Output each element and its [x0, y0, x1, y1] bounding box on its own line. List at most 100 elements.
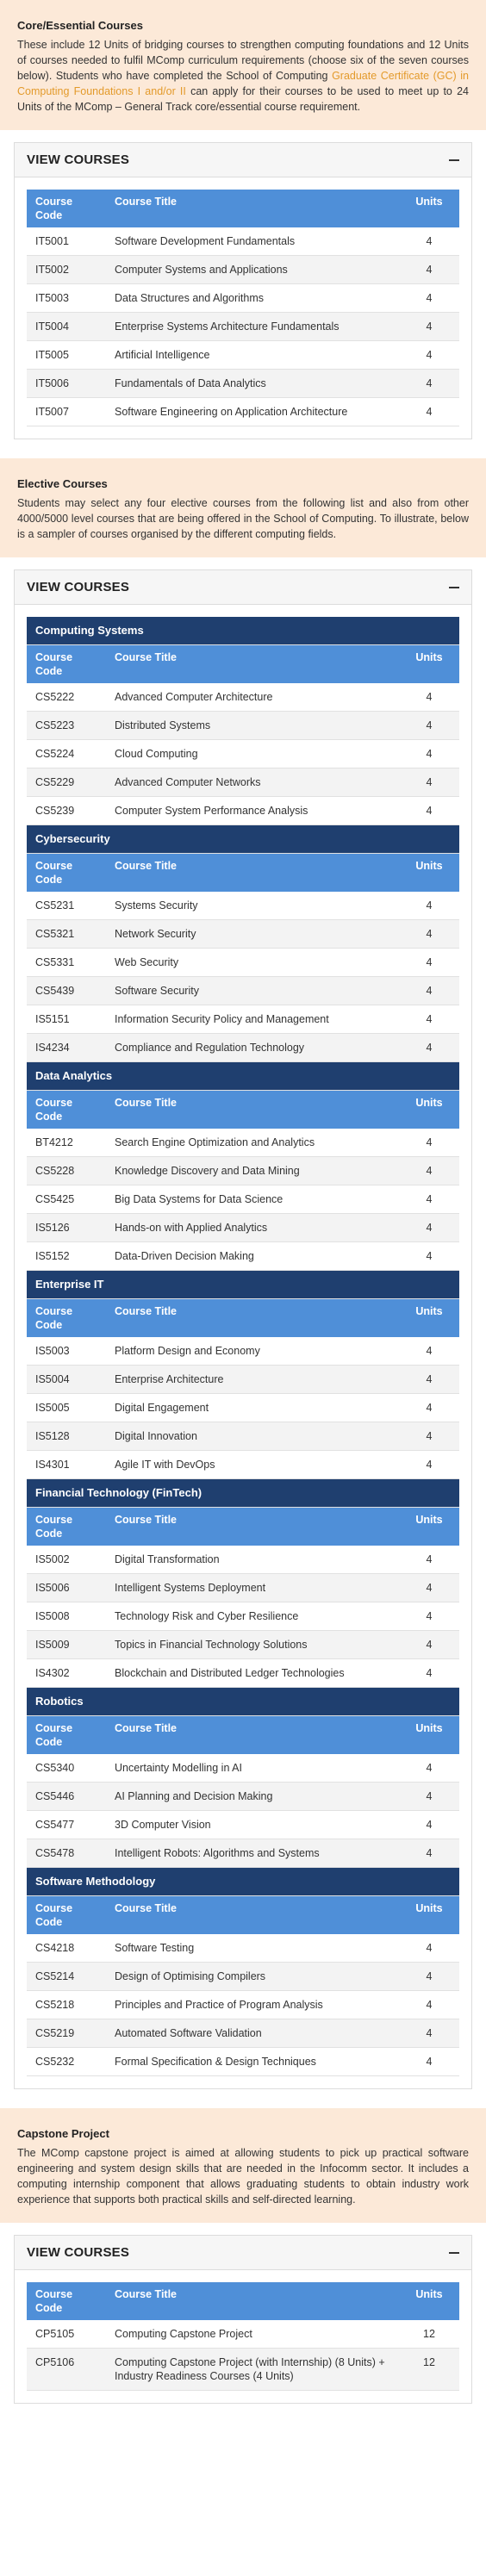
course-units: 4 — [399, 2019, 459, 2048]
course-units: 4 — [399, 1129, 459, 1157]
course-code: IS5128 — [27, 1422, 106, 1451]
course-title: Network Security — [106, 919, 399, 949]
table-row: CS5222 Advanced Computer Architecture 4 — [27, 683, 459, 712]
course-title: Information Security Policy and Manageme… — [106, 1005, 399, 1034]
table-row: CS5425 Big Data Systems for Data Science 4 — [27, 1185, 459, 1214]
course-code: BT4212 — [27, 1129, 106, 1157]
group-row: Cybersecurity — [27, 824, 459, 854]
capstone-accordion-header[interactable]: VIEW COURSES — [15, 2236, 471, 2270]
group-heading: Financial Technology (FinTech) — [27, 1478, 459, 1508]
course-code: IS5002 — [27, 1546, 106, 1574]
course-units: 4 — [399, 892, 459, 920]
course-units: 4 — [399, 796, 459, 825]
course-title: Formal Specification & Design Techniques — [106, 2047, 399, 2076]
course-units: 4 — [399, 369, 459, 398]
table-row: CS5232 Formal Specification & Design Tech… — [27, 2047, 459, 2076]
col-units: Units — [399, 2282, 459, 2320]
course-code: IS5006 — [27, 1573, 106, 1602]
course-code: IS4301 — [27, 1450, 106, 1479]
course-code: IT5004 — [27, 312, 106, 341]
course-units: 4 — [399, 1754, 459, 1783]
course-code: CS5232 — [27, 2047, 106, 2076]
table-row: IS5005 Digital Engagement 4 — [27, 1393, 459, 1422]
course-code: CS5224 — [27, 739, 106, 768]
header-row: Course Code Course Title Units — [27, 1715, 459, 1754]
course-title: Enterprise Systems Architecture Fundamen… — [106, 312, 399, 341]
header-row: Course Code Course Title Units — [27, 1507, 459, 1546]
course-units: 4 — [399, 283, 459, 313]
minus-icon[interactable] — [449, 159, 459, 161]
course-units: 4 — [399, 739, 459, 768]
course-title: Computing Capstone Project — [106, 2320, 399, 2349]
table-row: CS5331 Web Security 4 — [27, 948, 459, 977]
col-course-code: Course Code — [27, 1298, 106, 1337]
table-row: CS5478 Intelligent Robots: Algorithms and… — [27, 1839, 459, 1868]
course-code: CS5228 — [27, 1156, 106, 1185]
table-row: IT5003 Data Structures and Algorithms 4 — [27, 283, 459, 313]
course-code: CS5478 — [27, 1839, 106, 1868]
course-title: Systems Security — [106, 892, 399, 920]
course-code: IS5005 — [27, 1393, 106, 1422]
col-course-title: Course Title — [106, 1298, 399, 1337]
course-units: 4 — [399, 1365, 459, 1394]
core-accordion-header[interactable]: VIEW COURSES — [15, 143, 471, 177]
elective-courses-table: Computing Systems Course Code Course Title… — [27, 617, 459, 2076]
course-code: CS5340 — [27, 1754, 106, 1783]
course-code: CS5425 — [27, 1185, 106, 1214]
course-title: Fundamentals of Data Analytics — [106, 369, 399, 398]
course-code: CS5477 — [27, 1810, 106, 1839]
elective-accordion: VIEW COURSES Computing Systems Course Cod… — [14, 569, 472, 2089]
table-row: CS5477 3D Computer Vision 4 — [27, 1810, 459, 1839]
course-units: 4 — [399, 1839, 459, 1868]
group-row: Software Methodology — [27, 1867, 459, 1896]
course-title: Digital Innovation — [106, 1422, 399, 1451]
course-code: IS4302 — [27, 1658, 106, 1688]
group-row: Computing Systems — [27, 617, 459, 645]
elective-accordion-header[interactable]: VIEW COURSES — [15, 570, 471, 605]
minus-icon[interactable] — [449, 586, 459, 588]
course-units: 4 — [399, 1810, 459, 1839]
course-units: 4 — [399, 1962, 459, 1991]
table-row: IS5152 Data-Driven Decision Making 4 — [27, 1241, 459, 1271]
course-title: Software Security — [106, 976, 399, 1005]
course-units: 4 — [399, 1782, 459, 1811]
col-course-title: Course Title — [106, 1090, 399, 1129]
course-units: 4 — [399, 1573, 459, 1602]
course-code: CS5223 — [27, 711, 106, 740]
group-row: Data Analytics — [27, 1061, 459, 1091]
table-row: CS5224 Cloud Computing 4 — [27, 739, 459, 768]
course-title: Digital Engagement — [106, 1393, 399, 1422]
col-units: Units — [399, 1090, 459, 1129]
table-row: IS5008 Technology Risk and Cyber Resilien… — [27, 1602, 459, 1631]
group-row: Financial Technology (FinTech) — [27, 1478, 459, 1508]
course-title: Compliance and Regulation Technology — [106, 1033, 399, 1062]
course-units: 4 — [399, 1337, 459, 1366]
gc-link[interactable]: Graduate Certificate (GC) in Computing F… — [17, 70, 469, 97]
course-title: Big Data Systems for Data Science — [106, 1185, 399, 1214]
course-title: Software Testing — [106, 1934, 399, 1963]
group-heading: Computing Systems — [27, 617, 459, 645]
course-title: Distributed Systems — [106, 711, 399, 740]
course-units: 4 — [399, 1630, 459, 1659]
capstone-intro: Capstone Project The MComp capstone proj… — [0, 2108, 486, 2223]
course-units: 4 — [399, 1450, 459, 1479]
course-code: CP5106 — [27, 2348, 106, 2391]
course-code: IS5152 — [27, 1241, 106, 1271]
course-units: 4 — [399, 948, 459, 977]
course-units: 4 — [399, 1546, 459, 1574]
group-heading: Software Methodology — [27, 1867, 459, 1896]
col-course-title: Course Title — [106, 2282, 399, 2320]
col-units: Units — [399, 190, 459, 227]
course-units: 4 — [399, 1213, 459, 1242]
course-units: 4 — [399, 1393, 459, 1422]
course-units: 4 — [399, 976, 459, 1005]
table-row: CS5214 Design of Optimising Compilers 4 — [27, 1962, 459, 1991]
course-code: IS5009 — [27, 1630, 106, 1659]
course-units: 4 — [399, 1422, 459, 1451]
course-units: 4 — [399, 340, 459, 370]
course-code: CS4218 — [27, 1934, 106, 1963]
minus-icon[interactable] — [449, 2251, 459, 2254]
course-units: 4 — [399, 1241, 459, 1271]
table-row: IT5007 Software Engineering on Applicatio… — [27, 397, 459, 426]
col-course-code: Course Code — [27, 1715, 106, 1754]
